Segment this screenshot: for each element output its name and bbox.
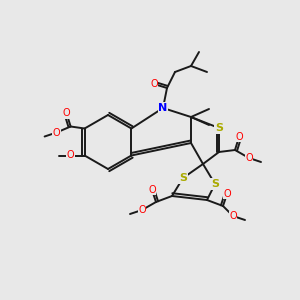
Text: S: S	[179, 173, 187, 183]
Text: O: O	[235, 132, 243, 142]
Text: O: O	[67, 151, 74, 160]
Text: O: O	[138, 205, 146, 215]
Text: O: O	[223, 189, 231, 199]
Text: O: O	[148, 185, 156, 195]
Text: O: O	[63, 109, 70, 118]
Text: O: O	[245, 153, 253, 163]
Text: O: O	[53, 128, 60, 137]
Text: O: O	[150, 79, 158, 89]
Text: N: N	[158, 103, 168, 113]
Text: S: S	[211, 179, 219, 189]
Text: O: O	[229, 211, 237, 221]
Text: S: S	[215, 123, 223, 133]
